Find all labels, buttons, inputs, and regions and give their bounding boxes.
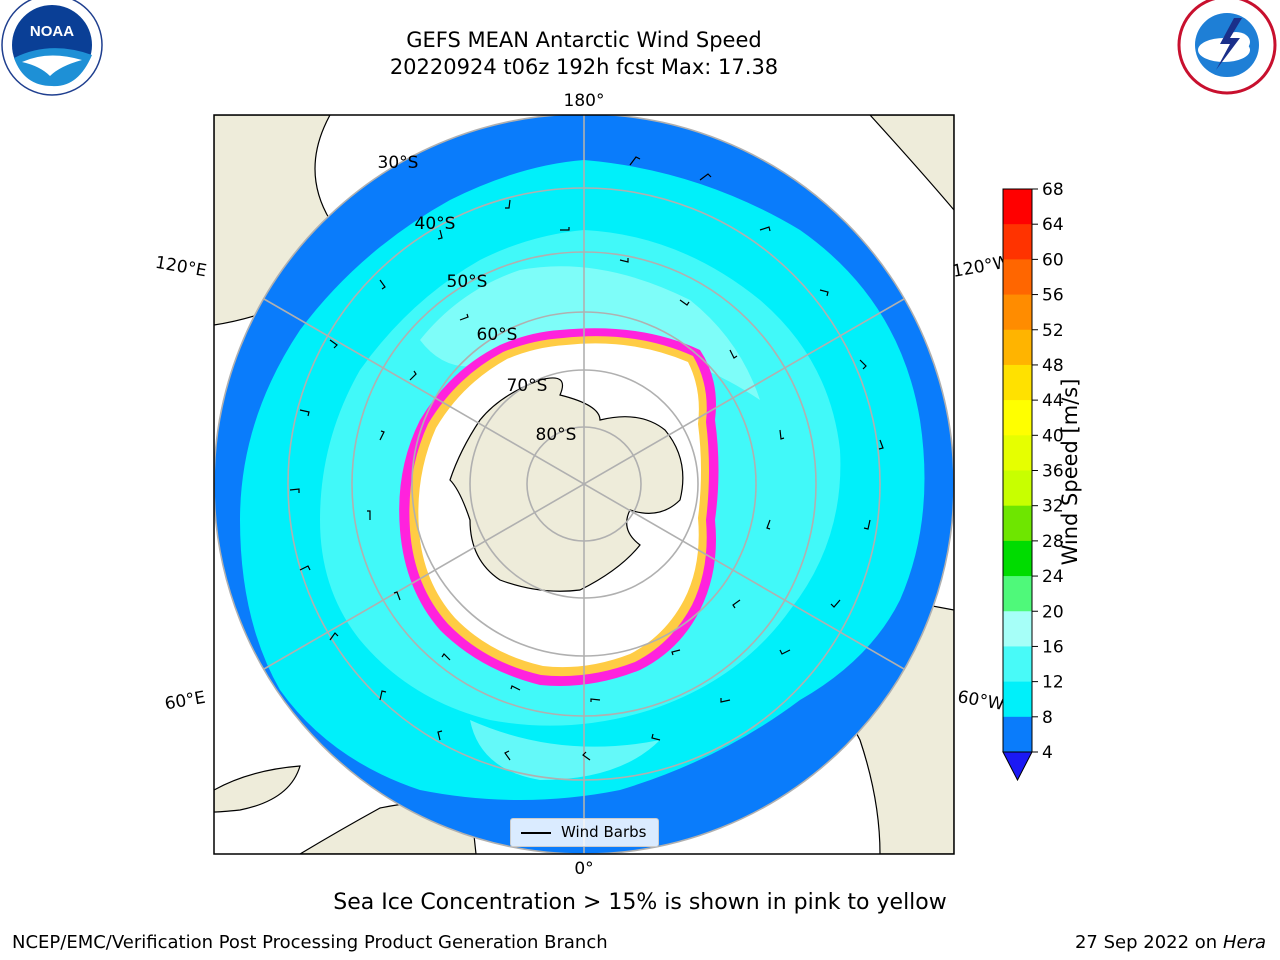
colorbar-segment bbox=[1003, 646, 1032, 683]
colorbar-tick-label: 20 bbox=[1042, 602, 1064, 622]
colorbar-segment bbox=[1003, 716, 1032, 753]
footer-date-text: 27 Sep 2022 on bbox=[1074, 932, 1218, 953]
colorbar-tick-label: 48 bbox=[1042, 356, 1064, 376]
lat-label-60s: 60°S bbox=[477, 325, 518, 345]
colorbar-segment bbox=[1003, 681, 1032, 718]
colorbar: 68 64 60 56 52 48 44 40 36 32 28 24 20 16 12 8 4 bbox=[1002, 180, 1064, 782]
colorbar-segment bbox=[1003, 364, 1032, 401]
colorbar-tick-label: 32 bbox=[1042, 497, 1064, 517]
colorbar-segment bbox=[1003, 329, 1032, 366]
noaa-logo: NOAA bbox=[1, 0, 103, 96]
colorbar-tick-label: 12 bbox=[1042, 673, 1064, 693]
colorbar-tick-label: 4 bbox=[1042, 743, 1053, 763]
sea-ice-caption: Sea Ice Concentration > 15% is shown in … bbox=[333, 890, 947, 915]
chart-subtitle: 20220924 t06z 192h fcst Max: 17.38 bbox=[389, 55, 779, 79]
graticule bbox=[214, 115, 954, 854]
lat-label-50s: 50°S bbox=[447, 272, 488, 292]
colorbar-tick-label: 8 bbox=[1042, 708, 1053, 728]
colorbar-segment bbox=[1003, 576, 1032, 612]
colorbar-tick-label: 52 bbox=[1042, 321, 1064, 341]
lon-label-120w: 120°W bbox=[951, 252, 1012, 282]
footer-credit: NCEP/EMC/Verification Post Processing Pr… bbox=[12, 932, 608, 953]
colorbar-segment bbox=[1003, 505, 1032, 542]
legend-line-swatch bbox=[521, 832, 551, 834]
lon-label-180: 180° bbox=[564, 91, 605, 111]
colorbar-tick-label: 16 bbox=[1042, 637, 1064, 657]
lon-label-60w: 60°W bbox=[956, 687, 1006, 715]
lat-label-70s: 70°S bbox=[507, 376, 548, 396]
map-content bbox=[214, 115, 954, 854]
colorbar-tick-label: 40 bbox=[1042, 426, 1064, 446]
colorbar-label: Wind Speed [m/s] bbox=[1058, 378, 1082, 566]
colorbar-segment bbox=[1003, 540, 1032, 577]
colorbar-segment bbox=[1003, 189, 1032, 225]
colorbar-tick-label: 28 bbox=[1042, 532, 1064, 552]
nws-logo bbox=[1177, 0, 1277, 95]
lon-label-60e: 60°E bbox=[163, 688, 207, 715]
colorbar-segment bbox=[1003, 470, 1032, 507]
footer-date: 27 Sep 2022 on Hera bbox=[1075, 932, 1266, 953]
chart-title: GEFS MEAN Antarctic Wind Speed bbox=[406, 28, 762, 52]
colorbar-tick-label: 36 bbox=[1042, 462, 1064, 482]
colorbar-under-arrow bbox=[1002, 751, 1033, 782]
colorbar-segment bbox=[1003, 435, 1032, 471]
colorbar-tick-label: 56 bbox=[1042, 286, 1064, 306]
lat-label-80s: 80°S bbox=[536, 425, 577, 445]
colorbar-tick-label: 44 bbox=[1042, 391, 1064, 411]
wind-barbs bbox=[289, 156, 884, 761]
colorbar-segment bbox=[1003, 224, 1032, 260]
colorbar-tick-label: 64 bbox=[1042, 215, 1064, 235]
legend-label: Wind Barbs bbox=[561, 823, 647, 841]
legend: Wind Barbs bbox=[510, 818, 659, 847]
lon-label-0: 0° bbox=[574, 859, 593, 879]
colorbar-tick-label: 68 bbox=[1042, 180, 1064, 200]
colorbar-segment bbox=[1003, 611, 1032, 647]
lat-label-30s: 30°S bbox=[378, 153, 419, 173]
colorbar-segment bbox=[1003, 259, 1032, 296]
colorbar-tick-label: 60 bbox=[1042, 250, 1064, 270]
colorbar-segment bbox=[1003, 294, 1032, 331]
colorbar-tick-label: 24 bbox=[1042, 567, 1064, 587]
noaa-logo-text: NOAA bbox=[30, 23, 74, 40]
map-frame bbox=[213, 114, 955, 855]
lon-label-120e: 120°E bbox=[154, 253, 208, 282]
colorbar-segment bbox=[1003, 400, 1032, 436]
footer-host: Hera bbox=[1222, 932, 1266, 953]
lat-label-40s: 40°S bbox=[415, 214, 456, 234]
